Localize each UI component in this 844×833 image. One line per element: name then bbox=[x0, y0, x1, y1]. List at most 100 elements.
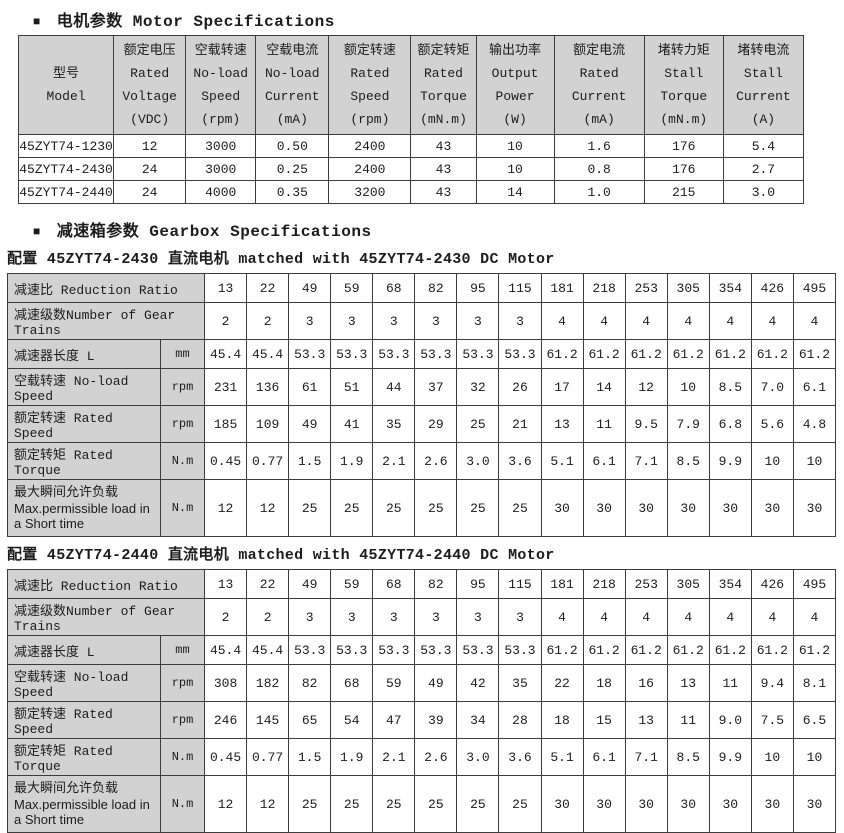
gearbox-value-cell: 145 bbox=[246, 701, 290, 739]
gearbox-value-cell: 10 bbox=[750, 738, 794, 776]
gearbox-value-cell: 25 bbox=[456, 405, 500, 443]
motor-row: 45ZYT74-1230 12 3000 0.50 2400 43 10 1.6 176 5.4 bbox=[17, 134, 805, 158]
gearbox-value-cell: 6.1 bbox=[582, 738, 626, 776]
motor-value-cell: 3000 bbox=[185, 134, 257, 158]
gearbox-value-cell: 0.77 bbox=[246, 738, 290, 776]
gearbox-value-cell: 4 bbox=[792, 598, 837, 636]
gearbox-value-cell: 115 bbox=[498, 569, 542, 599]
motor-model-cell: 45ZYT74-2440 bbox=[17, 180, 115, 204]
motor-column-header: 额定电流 Rated Current (mA) bbox=[553, 35, 645, 135]
gearbox-value-cell: 28 bbox=[498, 701, 542, 739]
gearbox-value-cell: 22 bbox=[246, 273, 290, 303]
motor-value-cell: 10 bbox=[475, 134, 555, 158]
gearbox-value-cell: 25 bbox=[372, 479, 416, 537]
gearbox-value-cell: 30 bbox=[750, 775, 794, 833]
motor-header-line: 空载转速 bbox=[194, 43, 247, 58]
motor-column-header: 堵转力矩 Stall Torque (mN.m) bbox=[643, 35, 724, 135]
gearbox-row: 空载转速 No-load Speed rpm 231 136 61 51 44 37 32 26 1… bbox=[7, 368, 837, 406]
gearbox-value-cell: 9.9 bbox=[708, 442, 752, 480]
motor-model-cell: 45ZYT74-1230 bbox=[17, 134, 115, 158]
gearbox-value-cell: 61.2 bbox=[792, 339, 837, 369]
gearbox-value-cell: 61.2 bbox=[792, 635, 837, 665]
gearbox-value-cell: 3 bbox=[414, 302, 458, 340]
gearbox-row-label: 最大瞬间允许负载 Max.permissible load in a Short … bbox=[7, 775, 161, 833]
gearbox-value-cell: 5.1 bbox=[540, 442, 584, 480]
motor-row: 45ZYT74-2430 24 3000 0.25 2400 43 10 0.8 176 2.7 bbox=[17, 157, 805, 181]
gearbox-value-cell: 32 bbox=[456, 368, 500, 406]
gearbox-unit-cell: rpm bbox=[159, 368, 206, 406]
gearbox-value-cell: 61.2 bbox=[624, 339, 668, 369]
motor-value-cell: 1.6 bbox=[553, 134, 645, 158]
motor-value-cell: 5.4 bbox=[722, 134, 805, 158]
gearbox-value-cell: 30 bbox=[540, 479, 584, 537]
gearbox-value-cell: 25 bbox=[330, 775, 374, 833]
motor-header-line: Speed bbox=[201, 89, 241, 104]
motor-header-line: (A) bbox=[751, 112, 776, 127]
motor-column-header: 额定电压 Rated Voltage (VDC) bbox=[113, 35, 187, 135]
gearbox-value-cell: 49 bbox=[288, 273, 332, 303]
gearbox-row: 最大瞬间允许负载 Max.permissible load in a Short … bbox=[7, 775, 837, 833]
gearbox-value-cell: 3.0 bbox=[456, 442, 500, 480]
gearbox-section-title: ■ 减速箱参数 Gearbox Specifications bbox=[33, 217, 844, 241]
gearbox-unit-cell: mm bbox=[159, 339, 206, 369]
gearbox-value-cell: 12 bbox=[204, 479, 248, 537]
gearbox-value-cell: 7.9 bbox=[666, 405, 710, 443]
motor-header-line: (VDC) bbox=[130, 112, 170, 127]
gearbox-unit-cell: N.m bbox=[159, 738, 206, 776]
gearbox-value-cell: 53.3 bbox=[414, 339, 458, 369]
gearbox-value-cell: 68 bbox=[330, 664, 374, 702]
motor-header-line: Output bbox=[491, 66, 539, 81]
motor-header-line: (rpm) bbox=[350, 112, 390, 127]
gearbox-value-cell: 8.5 bbox=[666, 738, 710, 776]
gearbox-value-cell: 61 bbox=[288, 368, 332, 406]
gearbox-value-cell: 13 bbox=[204, 569, 248, 599]
gearbox-value-cell: 53.3 bbox=[456, 339, 500, 369]
gearbox-value-cell: 14 bbox=[582, 368, 626, 406]
gearbox-row: 额定转矩 Rated Torque N.m 0.45 0.77 1.5 1.9 2.1 2.6… bbox=[7, 738, 837, 776]
gearbox-value-cell: 53.3 bbox=[330, 339, 374, 369]
gearbox-row-label: 减速器长度 L bbox=[7, 635, 161, 665]
gearbox-value-cell: 0.45 bbox=[204, 738, 248, 776]
gearbox-unit-cell: rpm bbox=[159, 701, 206, 739]
motor-value-cell: 43 bbox=[410, 180, 477, 204]
gearbox-value-cell: 305 bbox=[666, 569, 710, 599]
gearbox-value-cell: 30 bbox=[792, 775, 837, 833]
gearbox-value-cell: 30 bbox=[708, 775, 752, 833]
motor-spec-table: 型号 Model 额定电压 Rated Voltage (VDC) 空载转速 No-load S… bbox=[17, 35, 805, 204]
motor-value-cell: 2400 bbox=[328, 157, 412, 181]
gearbox-value-cell: 8.1 bbox=[792, 664, 837, 702]
gearbox-row-label: 减速比 Reduction Ratio bbox=[6, 273, 206, 303]
gearbox-row-label: 减速级数Number of Gear Trains bbox=[6, 598, 206, 636]
gearbox-row: 额定转矩 Rated Torque N.m 0.45 0.77 1.5 1.9 2.1 2.6… bbox=[7, 442, 837, 480]
gearbox-value-cell: 0.77 bbox=[246, 442, 290, 480]
gearbox-value-cell: 11 bbox=[582, 405, 626, 443]
gearbox-value-cell: 25 bbox=[498, 479, 542, 537]
gearbox-value-cell: 53.3 bbox=[288, 635, 332, 665]
gearbox-value-cell: 65 bbox=[288, 701, 332, 739]
motor-value-cell: 24 bbox=[113, 157, 187, 181]
gearbox-row-label-cn: 最大瞬间允许负载 bbox=[14, 781, 119, 796]
motor-header-line: Current bbox=[571, 89, 627, 104]
motor-value-cell: 3000 bbox=[185, 157, 257, 181]
square-bullet-icon: ■ bbox=[33, 15, 41, 29]
gearbox-value-cell: 3 bbox=[288, 598, 332, 636]
gearbox-value-cell: 253 bbox=[624, 569, 668, 599]
gearbox-value-cell: 3 bbox=[330, 302, 374, 340]
gearbox-row-label: 额定转速 Rated Speed bbox=[7, 701, 161, 739]
gearbox-value-cell: 61.2 bbox=[624, 635, 668, 665]
gearbox-value-cell: 3 bbox=[498, 598, 542, 636]
gearbox-value-cell: 61.2 bbox=[540, 339, 584, 369]
gearbox-row-label: 空载转速 No-load Speed bbox=[7, 368, 161, 406]
gearbox-value-cell: 30 bbox=[624, 479, 668, 537]
gearbox-value-cell: 3 bbox=[456, 302, 500, 340]
motor-value-cell: 3200 bbox=[328, 180, 412, 204]
gearbox-value-cell: 45.4 bbox=[204, 339, 248, 369]
gearbox-row-label-en: Max.permissible load in a Short time bbox=[14, 797, 150, 827]
gearbox-value-cell: 30 bbox=[624, 775, 668, 833]
motor-column-header: 额定转速 Rated Speed (rpm) bbox=[328, 35, 412, 135]
gearbox-value-cell: 12 bbox=[624, 368, 668, 406]
gearbox-value-cell: 4 bbox=[540, 598, 584, 636]
gearbox-value-cell: 30 bbox=[708, 479, 752, 537]
motor-value-cell: 0.25 bbox=[255, 157, 330, 181]
gearbox-value-cell: 4 bbox=[540, 302, 584, 340]
